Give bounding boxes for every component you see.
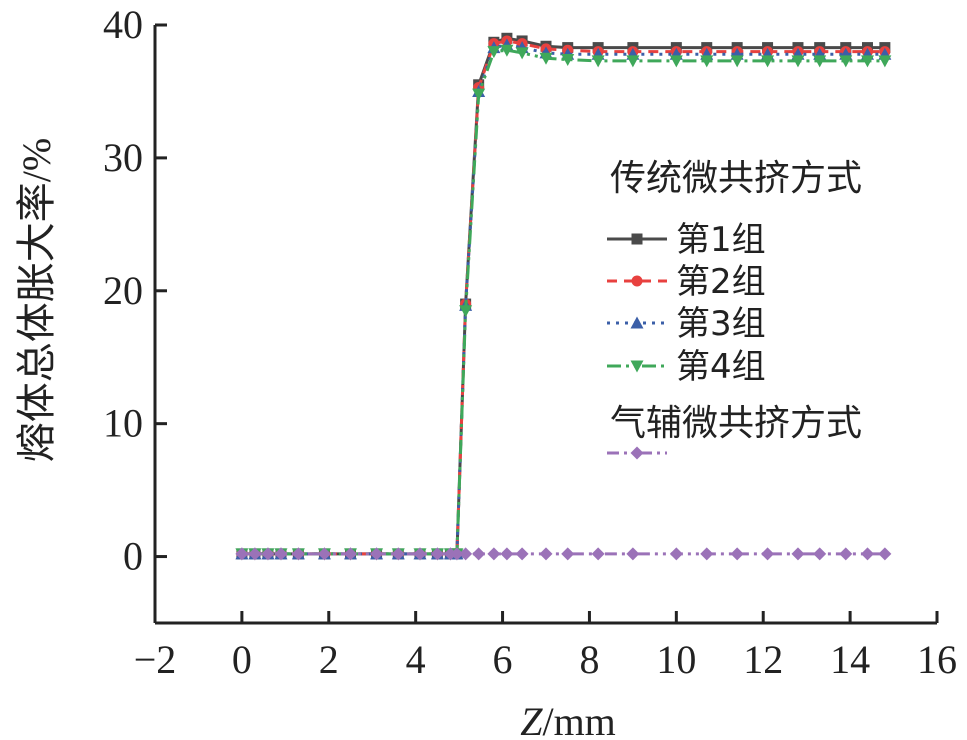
marker-diamond	[459, 547, 473, 561]
x-axis-label: Z/mm	[520, 699, 616, 740]
marker-diamond	[248, 547, 262, 561]
y-tick-label: 40	[103, 2, 143, 47]
marker-diamond	[561, 547, 575, 561]
marker-triangle-down	[539, 52, 553, 65]
marker-diamond	[317, 547, 331, 561]
legend-group-title-1: 传统微共挤方式	[610, 158, 862, 199]
marker-triangle-down	[626, 55, 640, 68]
marker-diamond	[472, 547, 486, 561]
marker-diamond	[500, 547, 514, 561]
marker-diamond	[515, 547, 529, 561]
series-1	[236, 32, 891, 560]
marker-diamond	[430, 547, 444, 561]
x-tick-label: 6	[493, 637, 513, 682]
marker-triangle-down	[669, 55, 683, 68]
marker-diamond	[413, 547, 427, 561]
x-tick-label: 14	[830, 637, 870, 682]
marker-diamond	[370, 547, 384, 561]
legend-group-title-2: 气辅微共挤方式	[610, 403, 862, 444]
series-line	[241, 48, 885, 556]
marker-diamond	[391, 547, 405, 561]
x-tick-label: 8	[579, 637, 599, 682]
y-tick-label: 20	[103, 268, 143, 313]
marker-triangle-down	[839, 55, 853, 68]
marker-diamond	[791, 547, 805, 561]
marker-diamond	[860, 547, 874, 561]
marker-diamond	[878, 547, 892, 561]
series-layer	[235, 32, 892, 561]
series-3	[235, 38, 892, 560]
x-tick-label: 0	[232, 637, 252, 682]
series-4	[235, 44, 892, 561]
marker-diamond	[669, 547, 683, 561]
marker-diamond	[261, 547, 275, 561]
axes: −2 0 2 4 6 8 10 12 14 16 0 10 20 30 40	[103, 2, 957, 682]
axis-labels: Z/mm 熔体总体胀大率/%	[14, 138, 616, 740]
marker-diamond	[235, 547, 249, 561]
marker-triangle-down	[487, 46, 501, 59]
legend-label-2: 第2组	[676, 262, 766, 302]
marker-diamond	[291, 547, 305, 561]
marker-diamond	[274, 547, 288, 561]
marker-diamond	[839, 547, 853, 561]
marker-diamond	[630, 446, 644, 460]
marker-circle	[631, 275, 643, 287]
y-tick-label: 0	[123, 534, 143, 579]
x-tick-label: −2	[134, 637, 177, 682]
y-tick-label: 30	[103, 135, 143, 180]
marker-triangle-down	[472, 88, 486, 101]
x-tick-label: 2	[319, 637, 339, 682]
x-axis-label-unit: /mm	[542, 699, 615, 740]
marker-triangle-down	[630, 360, 644, 373]
marker-triangle-down	[730, 55, 744, 68]
x-axis-label-variable: Z	[520, 699, 543, 740]
marker-diamond	[443, 547, 457, 561]
marker-diamond	[450, 547, 464, 561]
marker-triangle-up	[630, 316, 644, 329]
x-tick-label: 10	[656, 637, 696, 682]
marker-square	[631, 233, 643, 245]
y-axis-label: 熔体总体胀大率/%	[14, 138, 59, 462]
series-line	[241, 39, 885, 556]
x-tick-label: 4	[406, 637, 426, 682]
marker-triangle-down	[813, 55, 827, 68]
marker-triangle-down	[791, 55, 805, 68]
marker-triangle-down	[500, 44, 514, 57]
x-tick-label: 12	[743, 637, 783, 682]
marker-diamond	[591, 547, 605, 561]
marker-diamond	[813, 547, 827, 561]
marker-triangle-down	[591, 55, 605, 68]
marker-triangle-down	[700, 55, 714, 68]
marker-triangle-down	[860, 55, 874, 68]
marker-triangle-down	[561, 54, 575, 67]
marker-diamond	[700, 547, 714, 561]
y-tick-label: 10	[103, 401, 143, 446]
legend-label-3: 第3组	[676, 304, 766, 344]
legend-label-4: 第4组	[676, 347, 766, 387]
marker-diamond	[344, 547, 357, 561]
series-line	[241, 43, 885, 556]
series-line	[241, 36, 885, 556]
marker-diamond	[761, 547, 775, 561]
marker-triangle-down	[761, 55, 775, 68]
marker-diamond	[539, 547, 553, 561]
marker-triangle-down	[515, 47, 529, 60]
marker-diamond	[487, 547, 501, 561]
legend-label-1: 第1组	[676, 220, 766, 260]
marker-diamond	[730, 547, 744, 561]
series-2	[236, 35, 891, 560]
marker-diamond	[626, 547, 640, 561]
marker-triangle-down	[878, 55, 892, 68]
marker-triangle-down	[459, 305, 473, 318]
series-5	[235, 547, 892, 561]
x-tick-label: 16	[917, 637, 957, 682]
